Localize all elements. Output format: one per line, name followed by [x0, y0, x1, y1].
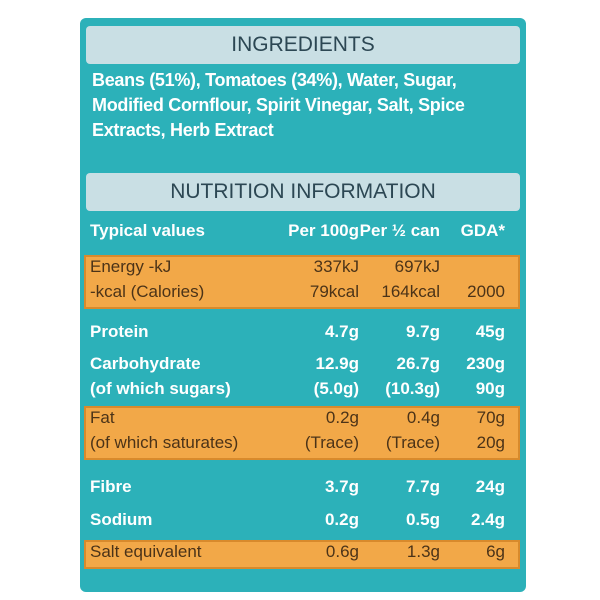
nutrient-value: 1.3g — [406, 542, 440, 561]
nutrient-value: 70g — [476, 408, 505, 427]
nutrient-value: 0.2g — [325, 408, 359, 427]
header-cell: Per 100g — [288, 221, 359, 240]
nutrient-value: (10.3g) — [385, 379, 440, 398]
label-panel: INGREDIENTS NUTRITION INFORMATION Beans … — [80, 18, 526, 592]
nutrient-value: 79kcal — [309, 282, 359, 301]
nutrient-value: 0.5g — [405, 510, 440, 529]
ingredients-line: Beans (51%), Tomatoes (34%), Water, Suga… — [92, 70, 457, 90]
nutrient-value: 697kJ — [394, 257, 440, 276]
nutrient-name: Protein — [90, 322, 149, 341]
nutrient-value: (Trace) — [304, 433, 359, 452]
header-cell: GDA* — [460, 221, 505, 240]
ingredients-line: Modified Cornflour, Spirit Vinegar, Salt… — [92, 95, 465, 115]
nutrient-name: Salt equivalent — [90, 542, 202, 561]
nutrient-value: 3.7g — [324, 477, 359, 496]
nutrient-name: Fibre — [90, 477, 132, 496]
row-highlight — [84, 540, 520, 569]
header-cell: Per ½ can — [359, 221, 440, 240]
nutrient-name: Carbohydrate — [90, 354, 201, 373]
ingredients-title: INGREDIENTS — [86, 26, 520, 64]
header-cell: Typical values — [90, 221, 205, 240]
nutrient-name: Energy -kJ — [90, 257, 172, 276]
nutrient-value: (5.0g) — [313, 379, 359, 398]
nutrient-value: 6g — [486, 542, 505, 561]
nutrient-name: (of which saturates) — [90, 433, 239, 452]
nutrient-value: 24g — [475, 477, 505, 496]
nutrient-value: 26.7g — [396, 354, 440, 373]
nutrient-value: 7.7g — [405, 477, 440, 496]
row-highlight — [84, 255, 520, 309]
nutrient-value: 45g — [475, 322, 505, 341]
nutrient-value: 337kJ — [313, 257, 359, 276]
nutrient-value: 0.6g — [325, 542, 359, 561]
ingredients-line: Extracts, Herb Extract — [92, 120, 274, 140]
nutrient-name: Sodium — [90, 510, 153, 529]
row-highlight — [84, 406, 520, 460]
nutrition-title: NUTRITION INFORMATION — [86, 173, 520, 211]
nutrient-value: 2000 — [467, 282, 505, 301]
nutrient-value: (Trace) — [385, 433, 440, 452]
nutrient-name: Fat — [90, 408, 115, 427]
nutrient-value: 90g — [475, 379, 505, 398]
nutrient-name: (of which sugars) — [90, 379, 231, 398]
nutrient-value: 164kcal — [381, 282, 440, 301]
nutrient-value: 4.7g — [324, 322, 359, 341]
nutrient-value: 230g — [466, 354, 505, 373]
nutrient-name: -kcal (Calories) — [90, 282, 205, 301]
nutrient-value: 2.4g — [470, 510, 505, 529]
nutrient-value: 9.7g — [405, 322, 440, 341]
nutrient-value: 20g — [476, 433, 505, 452]
nutrient-value: 12.9g — [315, 354, 359, 373]
nutrient-value: 0.2g — [324, 510, 359, 529]
nutrient-value: 0.4g — [406, 408, 440, 427]
